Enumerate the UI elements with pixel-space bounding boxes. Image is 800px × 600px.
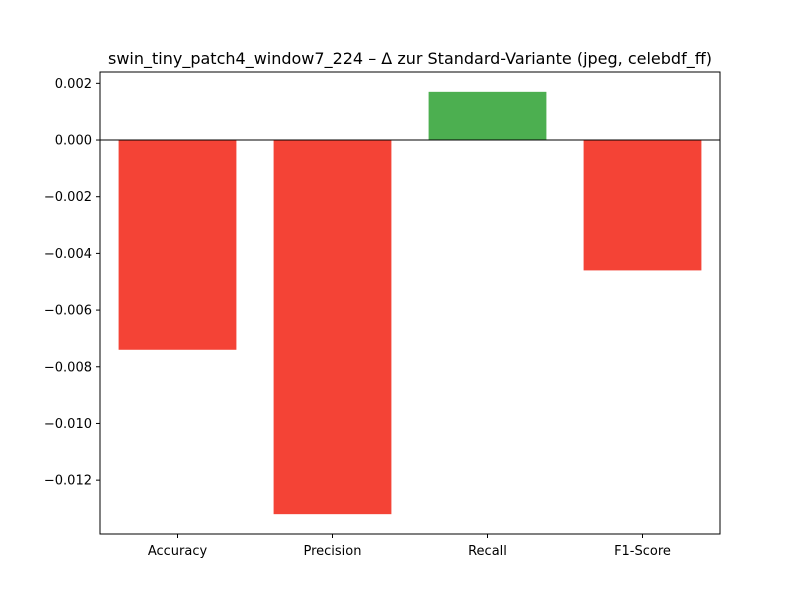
x-tick-label: Accuracy <box>148 544 208 559</box>
y-tick-label: 0.000 <box>55 134 92 149</box>
x-tick-label: F1-Score <box>614 544 671 559</box>
y-tick-label: −0.002 <box>44 190 92 205</box>
bar-accuracy <box>118 140 237 350</box>
plot-frame <box>99 71 721 535</box>
bar-precision <box>273 140 392 515</box>
bar-f1-score <box>583 140 702 271</box>
y-tick-label: 0.002 <box>55 77 92 92</box>
y-tick-label: −0.010 <box>44 417 92 432</box>
x-axis: Accuracy Precision Recall F1-Score <box>148 534 671 559</box>
bar-recall <box>428 91 547 141</box>
y-tick-label: −0.004 <box>44 247 92 262</box>
y-tick-label: −0.006 <box>44 304 92 319</box>
chart-title: swin_tiny_patch4_window7_224 – Δ zur Sta… <box>108 49 712 69</box>
bars-layer <box>118 91 702 515</box>
x-tick-label: Precision <box>303 544 361 559</box>
y-tick-label: −0.012 <box>44 474 92 489</box>
y-tick-label: −0.008 <box>44 360 92 375</box>
y-axis: 0.002 0.000 −0.002 −0.004 −0.006 −0.008 −0.010… <box>44 77 100 489</box>
x-tick-label: Recall <box>468 544 507 559</box>
